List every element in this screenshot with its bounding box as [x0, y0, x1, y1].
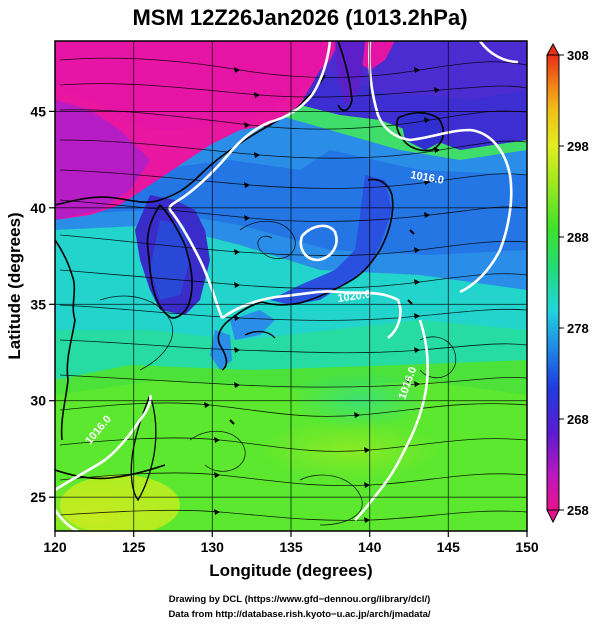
axis-ticks [49, 110, 528, 537]
credit-drawing: Drawing by DCL (https://www.gfd−dennou.o… [168, 594, 431, 605]
colorbar-scale [546, 54, 560, 511]
x-tick-label: 125 [122, 539, 146, 555]
x-axis-label: Longitude (degrees) [209, 561, 372, 580]
x-tick-label: 145 [437, 539, 461, 555]
x-tick-label: 140 [358, 539, 382, 555]
y-tick-label: 35 [30, 296, 46, 312]
y-axis-label: Latitude (degrees) [5, 212, 24, 359]
y-tick-label: 40 [30, 200, 46, 216]
colorbar-tick-label: 308 [567, 48, 589, 63]
x-tick-label: 130 [201, 539, 225, 555]
y-tick-label: 30 [30, 393, 46, 409]
credit-data-source: Data from http://database.rish.kyoto−u.a… [168, 609, 431, 620]
colorbar-top-arrow [546, 42, 560, 56]
y-tick-labels: 25 30 35 40 45 [30, 103, 46, 505]
x-tick-labels: 120 125 130 135 140 145 150 [43, 539, 539, 555]
contour-label-center: 1020.0 [337, 288, 372, 305]
colorbar-tick-label: 278 [567, 321, 589, 336]
map-title: MSM 12Z26Jan2026 (1013.2hPa) [132, 5, 467, 30]
contour-label-north: 1016.0 [409, 169, 444, 187]
colorbar-tick-label: 258 [567, 503, 589, 518]
temperature-field [55, 41, 527, 531]
colorbar-tick-label: 268 [567, 412, 589, 427]
y-tick-label: 45 [30, 103, 46, 119]
x-tick-label: 150 [515, 539, 539, 555]
colorbar-tick-label: 298 [567, 139, 589, 154]
colorbar-tick-label: 288 [567, 230, 589, 245]
x-tick-label: 120 [43, 539, 67, 555]
pressure-contours [55, 41, 519, 531]
lat-lon-grid [55, 41, 527, 531]
colorbar-bottom-arrow [546, 509, 560, 524]
x-tick-label: 135 [279, 539, 303, 555]
y-tick-label: 25 [30, 489, 46, 505]
colorbar: 308 298 288 278 268 258 [546, 42, 589, 524]
